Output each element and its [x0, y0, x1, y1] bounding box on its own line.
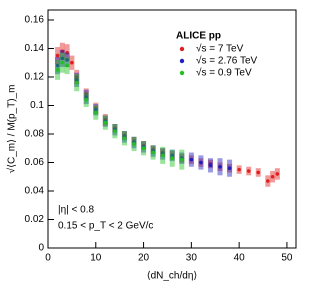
- legend-marker: [179, 46, 185, 52]
- legend-label: √s = 2.76 TeV: [196, 55, 258, 67]
- point: [179, 157, 184, 162]
- point: [275, 172, 280, 176]
- chart: ALICE pp |η| < 0.8 0.15 < p_T < 2 GeV/c …: [6, 9, 297, 282]
- x-axis-label: ⟨dN_ch/dη⟩: [147, 271, 198, 282]
- annotation: |η| < 0.8: [58, 205, 94, 216]
- y-tick-label: 0.12: [25, 72, 45, 83]
- point: [55, 53, 60, 58]
- x-tick-label: 50: [281, 253, 293, 264]
- y-tick-label: 0.1: [30, 100, 44, 111]
- point: [74, 78, 79, 82]
- y-tick-label: 0.08: [25, 129, 45, 140]
- point: [84, 95, 89, 99]
- point: [237, 167, 241, 172]
- plot-frame: [47, 9, 297, 249]
- x-tick-label: 20: [138, 253, 150, 264]
- point: [199, 160, 203, 165]
- point: [266, 179, 270, 183]
- x-tick-label: 30: [186, 253, 198, 264]
- point: [60, 49, 65, 54]
- point: [189, 157, 194, 162]
- point: [170, 156, 175, 161]
- point: [113, 129, 117, 133]
- y-tick-label: 0.04: [25, 186, 45, 197]
- x-tick-label: 0: [45, 253, 51, 264]
- point: [160, 153, 165, 158]
- y-axis-label: √⟨C_m⟩ / M(p_T)_m: [6, 85, 18, 174]
- point: [227, 166, 232, 170]
- legend-marker: [179, 70, 185, 76]
- point: [84, 92, 89, 96]
- legend-marker: [179, 58, 185, 64]
- point: [170, 153, 175, 158]
- point: [122, 136, 127, 141]
- point: [103, 120, 108, 125]
- annotation: 0.15 < p_T < 2 GeV/c: [58, 221, 153, 232]
- x-tick-label: 10: [90, 253, 102, 264]
- point: [74, 75, 79, 79]
- y-tick-label: 0.16: [25, 15, 45, 26]
- legend-label: √s = 7 TeV: [196, 43, 244, 55]
- point: [132, 142, 136, 146]
- point: [93, 110, 98, 115]
- point: [93, 107, 98, 112]
- y-tick-label: 0.02: [25, 214, 45, 225]
- point: [151, 150, 155, 155]
- y-tick-label: 0.14: [25, 43, 45, 54]
- point: [74, 80, 79, 85]
- legend-title: ALICE pp: [176, 31, 221, 42]
- y-tick-label: 0.06: [25, 157, 45, 168]
- x-tick-label: 40: [234, 253, 246, 264]
- y-tick-label: 0: [38, 243, 44, 254]
- point: [84, 97, 89, 102]
- point: [256, 170, 261, 175]
- point: [141, 146, 146, 151]
- point: [55, 68, 60, 72]
- point: [218, 164, 222, 169]
- legend-label: √s = 0.9 TeV: [196, 67, 252, 79]
- point: [70, 60, 74, 65]
- point: [60, 60, 65, 65]
- point: [60, 56, 65, 61]
- point: [65, 50, 69, 55]
- point: [55, 63, 60, 68]
- point: [246, 169, 251, 173]
- point: [208, 163, 213, 168]
- point: [65, 58, 69, 62]
- point: [65, 63, 69, 68]
- point: [270, 174, 275, 179]
